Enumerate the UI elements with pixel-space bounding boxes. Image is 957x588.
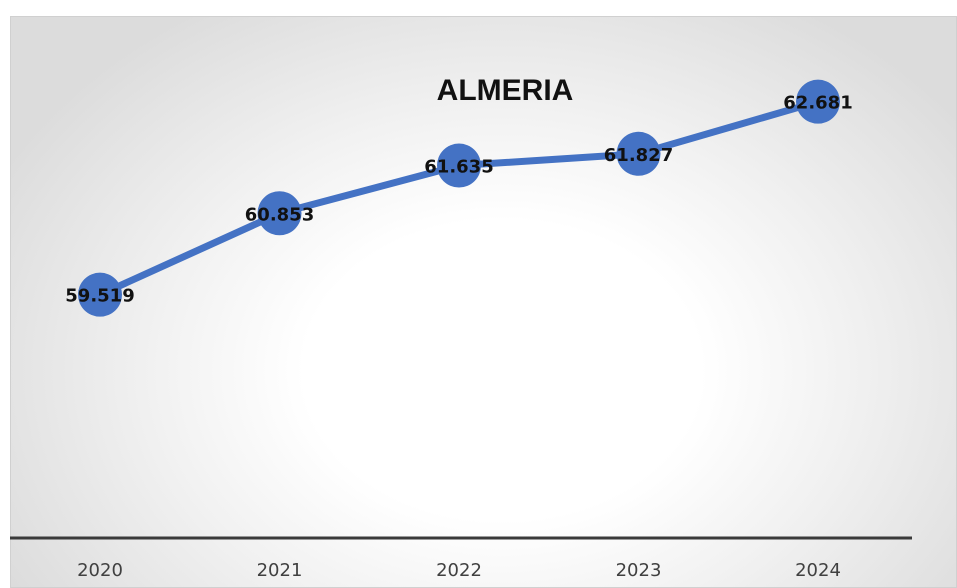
data-label-2023: 61.827 bbox=[604, 145, 673, 166]
data-point-2020 bbox=[78, 272, 122, 317]
chart-title: ALMERIA bbox=[437, 74, 574, 107]
data-point-2024 bbox=[796, 79, 840, 124]
data-label-2020: 59.519 bbox=[65, 286, 134, 307]
data-point-2021 bbox=[257, 191, 302, 236]
x-tick-label-2022: 2022 bbox=[436, 560, 482, 581]
data-label-2024: 62.681 bbox=[783, 93, 852, 114]
series-layer: 59.519 60.853 61.635 61.827 62.681 bbox=[65, 79, 853, 317]
x-tick-label-2023: 2023 bbox=[616, 560, 662, 581]
series-line bbox=[96, 98, 822, 299]
x-tick-label-2024: 2024 bbox=[795, 560, 841, 581]
data-point-2022 bbox=[437, 143, 481, 188]
data-label-2021: 60.853 bbox=[245, 204, 314, 225]
data-label-2022: 61.635 bbox=[424, 157, 493, 178]
x-tick-label-2020: 2020 bbox=[77, 560, 123, 581]
x-tick-label-2021: 2021 bbox=[257, 560, 303, 581]
data-point-2023 bbox=[616, 131, 661, 176]
x-axis-ticks: 2020 2021 2022 2023 2024 bbox=[77, 560, 841, 581]
